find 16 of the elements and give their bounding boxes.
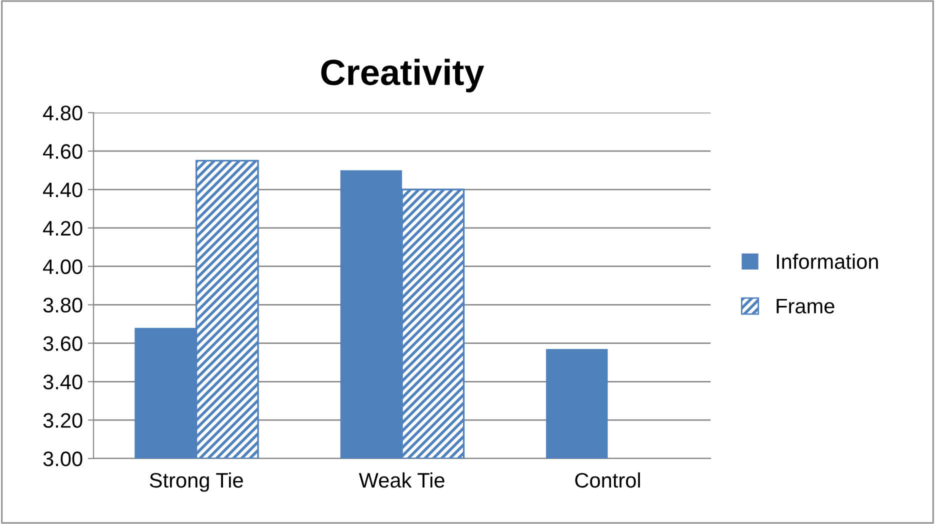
legend-label: Information bbox=[776, 254, 878, 269]
y-tick-label: 4.80 bbox=[43, 106, 82, 120]
x-tick-label: Weak Tie bbox=[358, 472, 444, 488]
x-tick-label: Control bbox=[575, 472, 640, 488]
y-tick-label: 3.60 bbox=[43, 336, 82, 351]
legend-label: Frame bbox=[776, 298, 834, 314]
y-tick-label: 3.40 bbox=[43, 374, 82, 390]
x-tick-label: Strong Tie bbox=[150, 472, 243, 492]
y-tick-label: 4.40 bbox=[43, 182, 82, 198]
chart-title: Creativity bbox=[321, 58, 484, 92]
y-tick-label: 4.00 bbox=[43, 259, 82, 274]
y-tick-label: 3.20 bbox=[43, 413, 82, 428]
y-tick-label: 4.60 bbox=[43, 144, 82, 159]
y-tick-label: 3.00 bbox=[43, 452, 82, 466]
y-tick-label: 3.80 bbox=[43, 298, 82, 313]
y-tick-label: 4.20 bbox=[43, 220, 82, 236]
